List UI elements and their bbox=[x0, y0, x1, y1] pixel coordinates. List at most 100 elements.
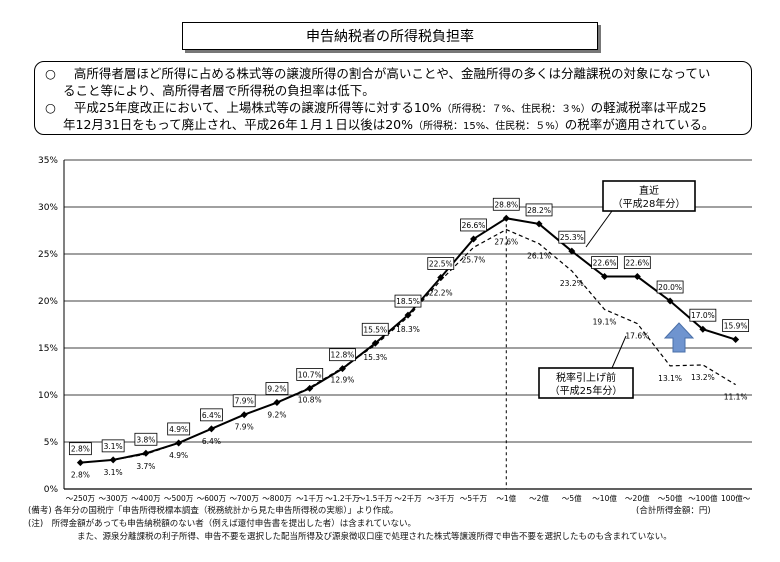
data-label-latest: 15.9% bbox=[724, 322, 748, 331]
data-label-box bbox=[265, 382, 289, 395]
note-2-line-1-b: （所得税：７%、住民税：３%） bbox=[441, 104, 591, 115]
data-label-before: 27.6% bbox=[494, 238, 518, 247]
callout-before-line2: （平成25年分） bbox=[550, 384, 623, 397]
x-tick-label: ～400万 bbox=[131, 494, 161, 503]
x-tick-label: ～5千万 bbox=[460, 493, 488, 503]
data-point-latest bbox=[699, 325, 707, 333]
data-point-latest bbox=[142, 449, 150, 457]
data-label-latest: 7.9% bbox=[235, 397, 254, 406]
data-label-before: 3.7% bbox=[136, 462, 155, 471]
data-label-box bbox=[134, 432, 158, 446]
callout-latest-leader bbox=[585, 210, 613, 248]
data-point-latest bbox=[568, 247, 576, 255]
y-tick-label: 25% bbox=[38, 250, 58, 260]
data-point-latest bbox=[371, 339, 379, 347]
note-1-line-1: 高所得者層ほど所得に占める株式等の譲渡所得の割合が高いことや、金融所得の多くは分… bbox=[73, 66, 711, 81]
data-label-latest: 20.0% bbox=[658, 283, 682, 292]
data-label-latest: 12.8% bbox=[331, 351, 355, 360]
y-tick-label: 35% bbox=[38, 156, 58, 166]
data-point-latest bbox=[273, 399, 281, 407]
data-label-latest: 22.6% bbox=[593, 259, 617, 268]
data-label-before: 23.2% bbox=[560, 279, 584, 288]
y-tick-label: 30% bbox=[38, 203, 58, 213]
data-label-before: 10.8% bbox=[298, 395, 322, 404]
data-label-latest: 18.5% bbox=[396, 297, 420, 306]
data-point-latest bbox=[666, 297, 674, 305]
x-tick-label: ～50億 bbox=[658, 493, 683, 503]
callout-before-line1: 税率引上げ前 bbox=[556, 371, 616, 384]
data-point-latest bbox=[601, 273, 609, 281]
data-point-latest bbox=[502, 214, 510, 222]
data-point-latest bbox=[732, 336, 740, 344]
data-label-box bbox=[200, 408, 223, 422]
data-label-box bbox=[558, 230, 586, 244]
data-label-box bbox=[689, 308, 717, 322]
data-label-before: 9.2% bbox=[267, 411, 286, 420]
data-label-box bbox=[296, 368, 324, 381]
increase-arrow-icon bbox=[663, 322, 695, 353]
x-tick-label: ～2千万 bbox=[394, 493, 422, 503]
x-tick-label: ～5億 bbox=[562, 493, 582, 503]
data-label-before: 19.1% bbox=[593, 317, 617, 326]
data-label-box bbox=[525, 203, 553, 217]
data-label-latest: 22.6% bbox=[625, 259, 649, 268]
data-label-latest: 26.6% bbox=[462, 221, 486, 230]
data-point-latest bbox=[240, 411, 248, 419]
note-2-line-1-c: の軽減税率は平成25 bbox=[590, 100, 707, 115]
note-2-bullet: ○ bbox=[45, 100, 56, 115]
note-2-line-2-c: の税率が適用されている。 bbox=[564, 117, 715, 132]
callout-latest-line2: （平成28年分） bbox=[613, 197, 686, 210]
y-tick-label: 20% bbox=[38, 297, 58, 307]
data-point-latest bbox=[207, 425, 215, 433]
data-point-latest bbox=[535, 220, 543, 228]
data-label-latest: 3.1% bbox=[104, 442, 123, 451]
footnote-note-cont: また、源泉分離課税の利子所得、申告不要を選択した配当所得及び源泉徴収口座で処理さ… bbox=[77, 532, 672, 542]
page-title: 申告納税者の所得税負担率 bbox=[182, 22, 598, 50]
data-label-latest: 28.2% bbox=[527, 206, 551, 215]
data-point-latest bbox=[437, 274, 445, 281]
note-1-line-2: ること等により、高所得者層で所得税の負担率は低下。 bbox=[63, 81, 375, 100]
data-label-latest: 28.8% bbox=[494, 200, 518, 209]
callout-latest-line1: 直近 bbox=[639, 184, 659, 197]
note-1: ○ 高所得者層ほど所得に占める株式等の譲渡所得の割合が高いことや、金融所得の多く… bbox=[45, 64, 710, 83]
data-label-latest: 15.5% bbox=[363, 325, 387, 334]
data-label-before: 2.8% bbox=[71, 471, 90, 480]
x-tick-label: ～1億 bbox=[496, 493, 516, 503]
x-tick-label: ～800万 bbox=[262, 494, 292, 503]
data-label-before: 22.2% bbox=[429, 288, 453, 297]
x-tick-label: ～3千万 bbox=[427, 493, 455, 503]
data-label-before: 12.9% bbox=[331, 376, 355, 385]
data-label-box bbox=[492, 197, 520, 211]
y-tick-label: 0% bbox=[44, 485, 59, 495]
summary-notes-box: ○ 高所得者層ほど所得に占める株式等の譲渡所得の割合が高いことや、金融所得の多く… bbox=[34, 61, 752, 135]
data-label-box bbox=[623, 256, 651, 269]
x-tick-label: ～100億 bbox=[688, 493, 718, 503]
note-2-line-2: 年12月31日をもって廃止され、平成26年１月１日以後は20%（所得税：15%、… bbox=[63, 115, 714, 136]
data-label-box bbox=[232, 394, 256, 408]
footnote-source: (備考) 各年分の国税庁「申告所得税標本調査（税務統計から見た申告所得税の実態）… bbox=[28, 506, 399, 516]
data-label-box bbox=[329, 348, 356, 362]
data-label-latest: 17.0% bbox=[691, 311, 715, 320]
unit-note: (合計所得金額：円) bbox=[636, 506, 711, 516]
data-point-latest bbox=[109, 456, 117, 464]
note-2-line-2-a: 年12月31日をもって廃止され、平成26年１月１日以後は20% bbox=[63, 117, 414, 132]
data-label-before: 3.1% bbox=[104, 468, 123, 477]
data-point-latest bbox=[633, 273, 641, 281]
x-tick-label: 100億～ bbox=[721, 493, 751, 503]
data-label-before: 4.9% bbox=[169, 451, 188, 460]
data-label-before: 26.1% bbox=[527, 252, 551, 261]
x-tick-label: ～250万 bbox=[66, 494, 96, 503]
data-label-latest: 2.8% bbox=[71, 445, 90, 454]
callout-before-leader bbox=[611, 335, 627, 369]
note-2-line-1-a: 平成25年度改正において、上場株式等の譲渡所得等に対する10% bbox=[73, 100, 442, 115]
page-title-text: 申告納税者の所得税負担率 bbox=[306, 29, 474, 45]
data-label-before: 15.3% bbox=[363, 353, 387, 362]
x-tick-label: ～1.5千万 bbox=[358, 493, 393, 503]
x-tick-label: ～300万 bbox=[98, 494, 128, 503]
data-point-latest bbox=[338, 365, 346, 373]
data-label-box bbox=[722, 319, 750, 332]
data-label-before: 17.6% bbox=[625, 332, 649, 341]
data-label-before: 7.9% bbox=[235, 423, 254, 432]
data-label-before: 18.3% bbox=[396, 325, 420, 334]
